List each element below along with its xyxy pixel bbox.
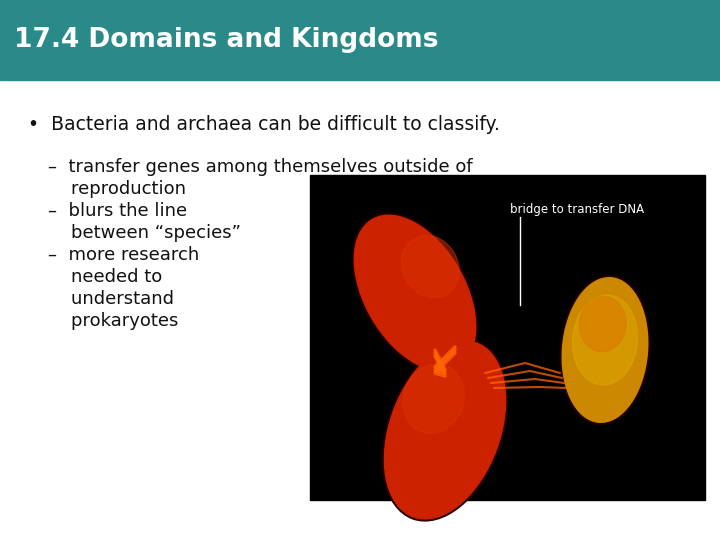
Ellipse shape <box>402 235 459 298</box>
Text: –  transfer genes among themselves outside of: – transfer genes among themselves outsid… <box>48 158 472 176</box>
Text: 17.4 Domains and Kingdoms: 17.4 Domains and Kingdoms <box>14 27 438 53</box>
Text: –  blurs the line: – blurs the line <box>48 202 187 220</box>
Ellipse shape <box>560 276 650 424</box>
Text: needed to: needed to <box>48 268 162 286</box>
Ellipse shape <box>384 341 505 519</box>
Ellipse shape <box>580 296 626 352</box>
Text: reproduction: reproduction <box>48 180 186 198</box>
Ellipse shape <box>382 339 508 521</box>
Ellipse shape <box>572 295 638 385</box>
Bar <box>310 175 705 500</box>
Bar <box>0 0 720 80</box>
Text: understand: understand <box>48 290 174 308</box>
Text: between “species”: between “species” <box>48 224 241 242</box>
Ellipse shape <box>352 213 477 373</box>
Ellipse shape <box>562 278 648 422</box>
Text: bridge to transfer DNA: bridge to transfer DNA <box>510 203 644 216</box>
Ellipse shape <box>354 215 476 371</box>
Text: prokaryotes: prokaryotes <box>48 312 179 330</box>
Text: •  Bacteria and archaea can be difficult to classify.: • Bacteria and archaea can be difficult … <box>28 115 500 134</box>
Text: –  more research: – more research <box>48 246 199 264</box>
Ellipse shape <box>402 364 464 433</box>
